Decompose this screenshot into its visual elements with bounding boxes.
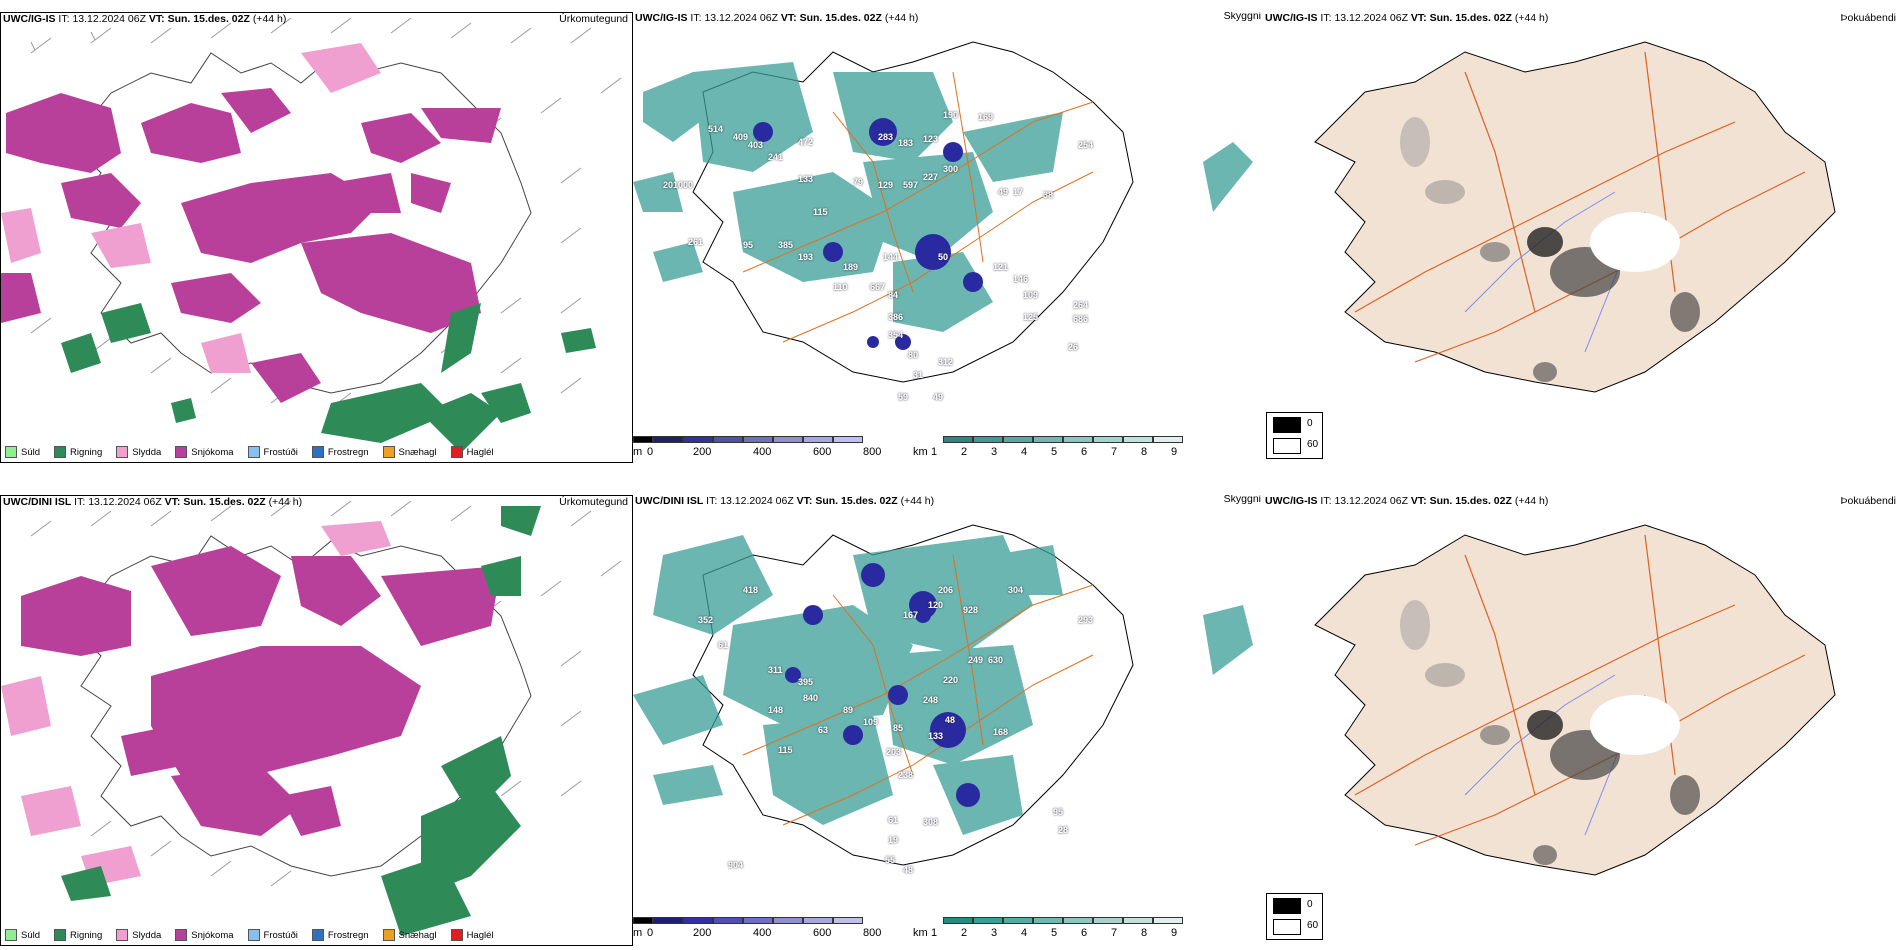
precip-legend-bottom: Súld Rigning Slydda Snjókoma Frostúði Fr… — [5, 929, 494, 941]
legend-item: Frostregn — [311, 446, 369, 458]
legend-item: Frostúði — [247, 929, 298, 941]
legend-item: Snæhagl — [382, 929, 437, 941]
legend-swatch — [311, 929, 324, 941]
legend-swatch — [116, 929, 129, 941]
vis-map-bottom — [633, 524, 1253, 866]
vis-low-areas — [785, 563, 980, 807]
legend-swatch — [450, 929, 463, 941]
legend-item: Súld — [5, 446, 40, 458]
snow-areas — [21, 546, 501, 836]
legend-swatch — [247, 929, 260, 941]
vis-title-top: Skyggni — [1223, 12, 1261, 22]
vis-colorbar-m-top: m 0 200 400 600 800 — [633, 436, 881, 458]
fog-title-bottom: Þokuábendi — [1840, 495, 1896, 507]
vis-teal-areas — [633, 62, 1253, 332]
precip-map-bottom — [1, 500, 622, 936]
legend-item: Snjókoma — [175, 929, 234, 941]
header-bottom-fog: UWC/IG-IS IT: 13.12.2024 06Z VT: Sun. 15… — [1265, 495, 1549, 507]
sleet-areas — [1, 43, 381, 373]
legend-item: Súld — [5, 929, 40, 941]
legend-item: Snjókoma — [175, 446, 234, 458]
precip-legend-top: Súld Rigning Slydda Snjókoma Frostúði Fr… — [5, 446, 494, 458]
header-top-fog: UWC/IG-IS IT: 13.12.2024 06Z VT: Sun. 15… — [1265, 12, 1549, 24]
legend-swatch — [5, 929, 17, 941]
vis-teal-areas — [633, 535, 1253, 835]
rain-areas — [61, 303, 596, 453]
fog-map-bottom — [1314, 524, 1836, 876]
legend-item: Haglél — [450, 446, 494, 458]
legend-swatch — [175, 446, 188, 458]
precip-panel-bottom: UWC/DINI ISL IT: 13.12.2024 06Z VT: Sun.… — [0, 495, 633, 946]
fog-colorbar-top: 0 60 — [1266, 412, 1323, 459]
legend-swatch — [116, 446, 129, 458]
legend-swatch — [311, 446, 324, 458]
legend-swatch — [450, 446, 463, 458]
vis-colorbar-km-bottom: km 1 2 3 4 5 6 7 8 9 — [913, 917, 1183, 939]
fog-shading — [1400, 117, 1700, 382]
legend-item: Snæhagl — [382, 446, 437, 458]
legend-swatch — [175, 929, 188, 941]
legend-swatch — [247, 446, 260, 458]
iceland-fog-land — [1314, 41, 1836, 393]
legend-item: Frostúði — [247, 446, 298, 458]
vis-low-areas — [753, 118, 983, 350]
iceland-outline — [692, 41, 1134, 383]
legend-swatch — [54, 446, 67, 458]
fog-panel-bottom: Þokuábendi UWC/IG-IS IT: 13.12.2024 06Z … — [1265, 495, 1900, 946]
iceland-outline — [70, 52, 532, 394]
legend-swatch — [382, 446, 395, 458]
vis-map-top — [633, 41, 1253, 383]
fog-map-top — [1314, 41, 1836, 393]
fog-shading — [1400, 600, 1700, 865]
vis-title-bottom: Skyggni — [1223, 495, 1261, 505]
header-bottom-precip: UWC/DINI ISL IT: 13.12.2024 06Z VT: Sun.… — [3, 496, 303, 508]
legend-item: Rigning — [54, 446, 102, 458]
legend-item: Frostregn — [311, 929, 369, 941]
precip-panel-top: UWC/IG-IS IT: 13.12.2024 06Z VT: Sun. 15… — [0, 12, 633, 463]
legend-item: Haglél — [450, 929, 494, 941]
legend-swatch — [54, 929, 67, 941]
vis-colorbar-m-bottom: m 0 200 400 600 800 — [633, 917, 881, 939]
precip-title-bottom: Úrkomutegund — [559, 496, 628, 508]
fog-panel-top: Þokuábendi UWC/IG-IS IT: 13.12.2024 06Z … — [1265, 12, 1900, 463]
precip-map-top — [1, 17, 622, 453]
wind-barbs — [30, 17, 622, 409]
rain-areas — [61, 506, 541, 936]
vis-panel-bottom: UWC/DINI ISL IT: 13.12.2024 06Z VT: Sun.… — [633, 495, 1265, 946]
vis-colorbar-km-top: km 1 2 3 4 5 6 7 8 9 — [913, 436, 1183, 458]
fog-colorbar-bottom: 0 60 — [1266, 893, 1323, 940]
precip-title-top: Úrkomutegund — [559, 13, 628, 25]
header-bottom-vis: UWC/DINI ISL IT: 13.12.2024 06Z VT: Sun.… — [635, 495, 935, 507]
legend-item: Rigning — [54, 929, 102, 941]
legend-swatch — [5, 446, 17, 458]
header-top-vis: UWC/IG-IS IT: 13.12.2024 06Z VT: Sun. 15… — [635, 12, 919, 24]
legend-swatch — [382, 929, 395, 941]
fog-title-top: Þokuábendi — [1840, 12, 1896, 24]
header-top-precip: UWC/IG-IS IT: 13.12.2024 06Z VT: Sun. 15… — [3, 13, 287, 25]
vis-panel-top: UWC/IG-IS IT: 13.12.2024 06Z VT: Sun. 15… — [633, 12, 1265, 463]
iceland-fog-land — [1314, 524, 1836, 876]
legend-item: Slydda — [116, 446, 161, 458]
legend-item: Slydda — [116, 929, 161, 941]
snow-areas — [1, 88, 501, 403]
